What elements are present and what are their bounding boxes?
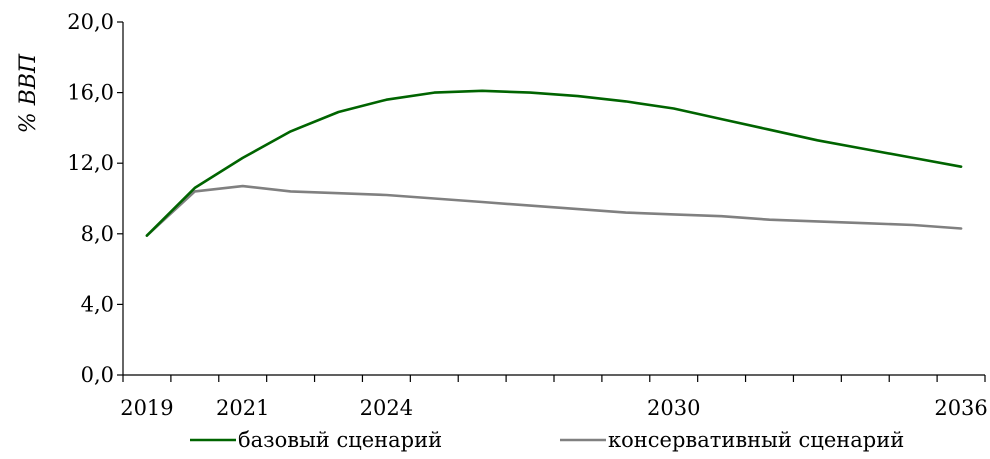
y-tick-label: 20,0	[67, 10, 114, 34]
y-tick-label: 16,0	[67, 81, 114, 105]
series-line	[145, 89, 963, 237]
y-axis: 0,0 4,0 8,0 12,0 16,0 20,0	[67, 10, 124, 387]
legend-label: базовый сценарий	[238, 428, 442, 452]
y-tick-label: 4,0	[81, 292, 114, 316]
legend-label: консервативный сценарий	[608, 428, 904, 452]
x-tick-label: 2024	[360, 396, 413, 420]
y-tick-label: 0,0	[81, 363, 114, 387]
legend: базовый сценарий консервативный сценарий	[190, 428, 904, 452]
x-tick-label: 2036	[934, 396, 987, 420]
series-layer	[145, 89, 963, 237]
y-axis-title: % ВВП	[16, 53, 41, 133]
x-tick-label: 2019	[120, 396, 173, 420]
x-tick-label: 2030	[647, 396, 700, 420]
x-axis: 2019 2021 2024 2030 2036	[120, 374, 988, 420]
series-line	[145, 184, 963, 237]
x-tick-label: 2021	[216, 396, 269, 420]
y-tick-label: 8,0	[81, 222, 114, 246]
y-tick-label: 12,0	[67, 151, 114, 175]
